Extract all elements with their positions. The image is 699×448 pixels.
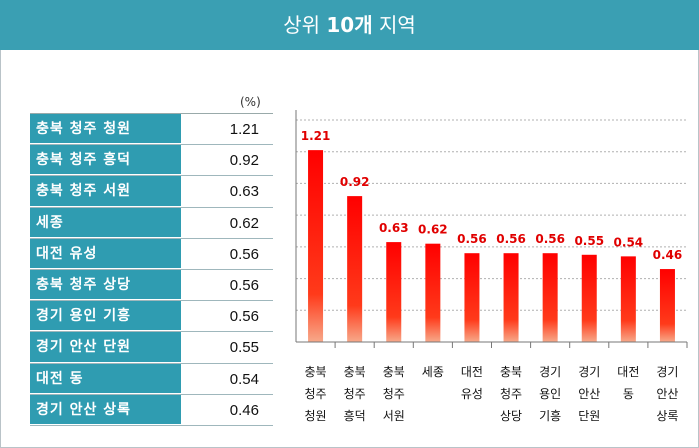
table-row: 충북 청주 청원 1.21 (30, 114, 273, 146)
x-tick-label: 흥덕 (344, 409, 366, 423)
x-tick-label: 유성 (461, 387, 483, 401)
bar (659, 269, 675, 342)
data-label: 0.63 (379, 221, 409, 235)
table-row: 경기 안산 단원 0.55 (30, 332, 273, 364)
data-label: 0.56 (457, 232, 487, 246)
data-label: 0.92 (340, 175, 370, 189)
x-tick-label: 안산 (578, 387, 600, 401)
x-tick-label: 충북 (344, 365, 366, 379)
data-label: 0.56 (535, 232, 565, 246)
region-value: 0.54 (229, 370, 259, 388)
region-value: 1.21 (229, 121, 259, 138)
x-tick-label: 청원 (305, 409, 327, 423)
bar (542, 253, 558, 342)
x-tick-label: 경기 (539, 365, 561, 379)
table-row: 충북 청주 흥덕 0.92 (30, 145, 273, 177)
x-tick-label: 기흥 (539, 409, 561, 423)
title-bar (0, 0, 699, 50)
table-row: 대전 동 0.54 (30, 363, 273, 395)
x-tick-label: 청주 (500, 387, 522, 401)
x-tick-label: 세종 (422, 365, 444, 379)
title-bold: 10개 (326, 13, 373, 37)
region-value: 0.92 (229, 152, 259, 170)
data-label: 0.62 (418, 223, 448, 237)
x-tick-label: 상당 (500, 409, 522, 423)
x-tick-label: 동 (623, 387, 634, 401)
x-tick-label: 용인 (539, 387, 561, 401)
region-value: 0.63 (229, 183, 259, 201)
table-row: 경기 안산 상록 0.46 (30, 394, 273, 426)
unit-label: (%) (240, 95, 261, 109)
bar (503, 253, 519, 342)
data-label: 1.21 (301, 129, 331, 143)
data-label: 0.54 (614, 235, 644, 249)
x-tick-label: 충북 (500, 365, 522, 379)
table-row: 대전 유성 0.56 (30, 238, 273, 270)
x-tick-label: 안산 (656, 387, 678, 401)
data-label: 0.46 (653, 248, 683, 262)
bar (620, 256, 636, 342)
region-label: 충북 청주 청원 (30, 114, 181, 145)
region-value: 0.56 (229, 276, 259, 294)
region-value: 0.55 (229, 339, 259, 357)
bar (347, 196, 363, 342)
x-tick-label: 상록 (656, 409, 678, 423)
title-prefix: 상위 (283, 13, 327, 37)
ranking-table: 충북 청주 청원 1.21 충북 청주 흥덕 0.92 충북 청주 서원 0.63 세종 0.… (30, 113, 273, 426)
bar (581, 254, 597, 342)
region-label: 경기 용인 기흥 (30, 301, 181, 332)
bar (386, 242, 402, 342)
x-tick-label: 서원 (383, 409, 405, 423)
page-title: 상위 10개 지역 (0, 0, 699, 50)
x-tick-label: 경기 (656, 365, 678, 379)
region-label: 경기 안산 상록 (30, 394, 181, 425)
table-row: 충북 청주 상당 0.56 (30, 269, 273, 302)
region-value: 0.46 (229, 401, 259, 419)
x-tick-label: 대전 (461, 365, 483, 379)
x-tick-label: 청주 (344, 387, 366, 401)
region-label: 세종 (30, 207, 181, 238)
region-label: 대전 동 (30, 363, 181, 394)
table-row: 충북 청주 서원 0.63 (30, 176, 273, 208)
bar (425, 243, 441, 342)
table-row: 세종 0.62 (30, 207, 273, 239)
region-label: 충북 청주 서원 (30, 176, 181, 207)
x-tick-label: 단원 (578, 409, 600, 423)
x-tick-label: 대전 (617, 365, 639, 379)
x-tick-label: 청주 (305, 387, 327, 401)
x-tick-label: 경기 (578, 365, 600, 379)
x-tick-label: 충북 (383, 365, 405, 379)
region-value: 0.56 (229, 245, 259, 263)
data-label: 0.55 (574, 234, 604, 248)
bar (308, 150, 324, 342)
x-tick-label: 청주 (383, 387, 405, 401)
bar (464, 253, 480, 342)
region-value: 0.56 (229, 308, 259, 326)
data-label: 0.56 (496, 232, 526, 246)
region-label: 충북 청주 상당 (30, 269, 181, 301)
table-row: 경기 용인 기흥 0.56 (30, 301, 273, 333)
region-label: 충북 청주 흥덕 (30, 145, 181, 176)
x-tick-label: 충북 (305, 365, 327, 379)
region-value: 0.62 (229, 214, 259, 232)
region-label: 대전 유성 (30, 238, 181, 269)
title-suffix: 지역 (372, 13, 416, 37)
region-label: 경기 안산 단원 (30, 332, 181, 363)
